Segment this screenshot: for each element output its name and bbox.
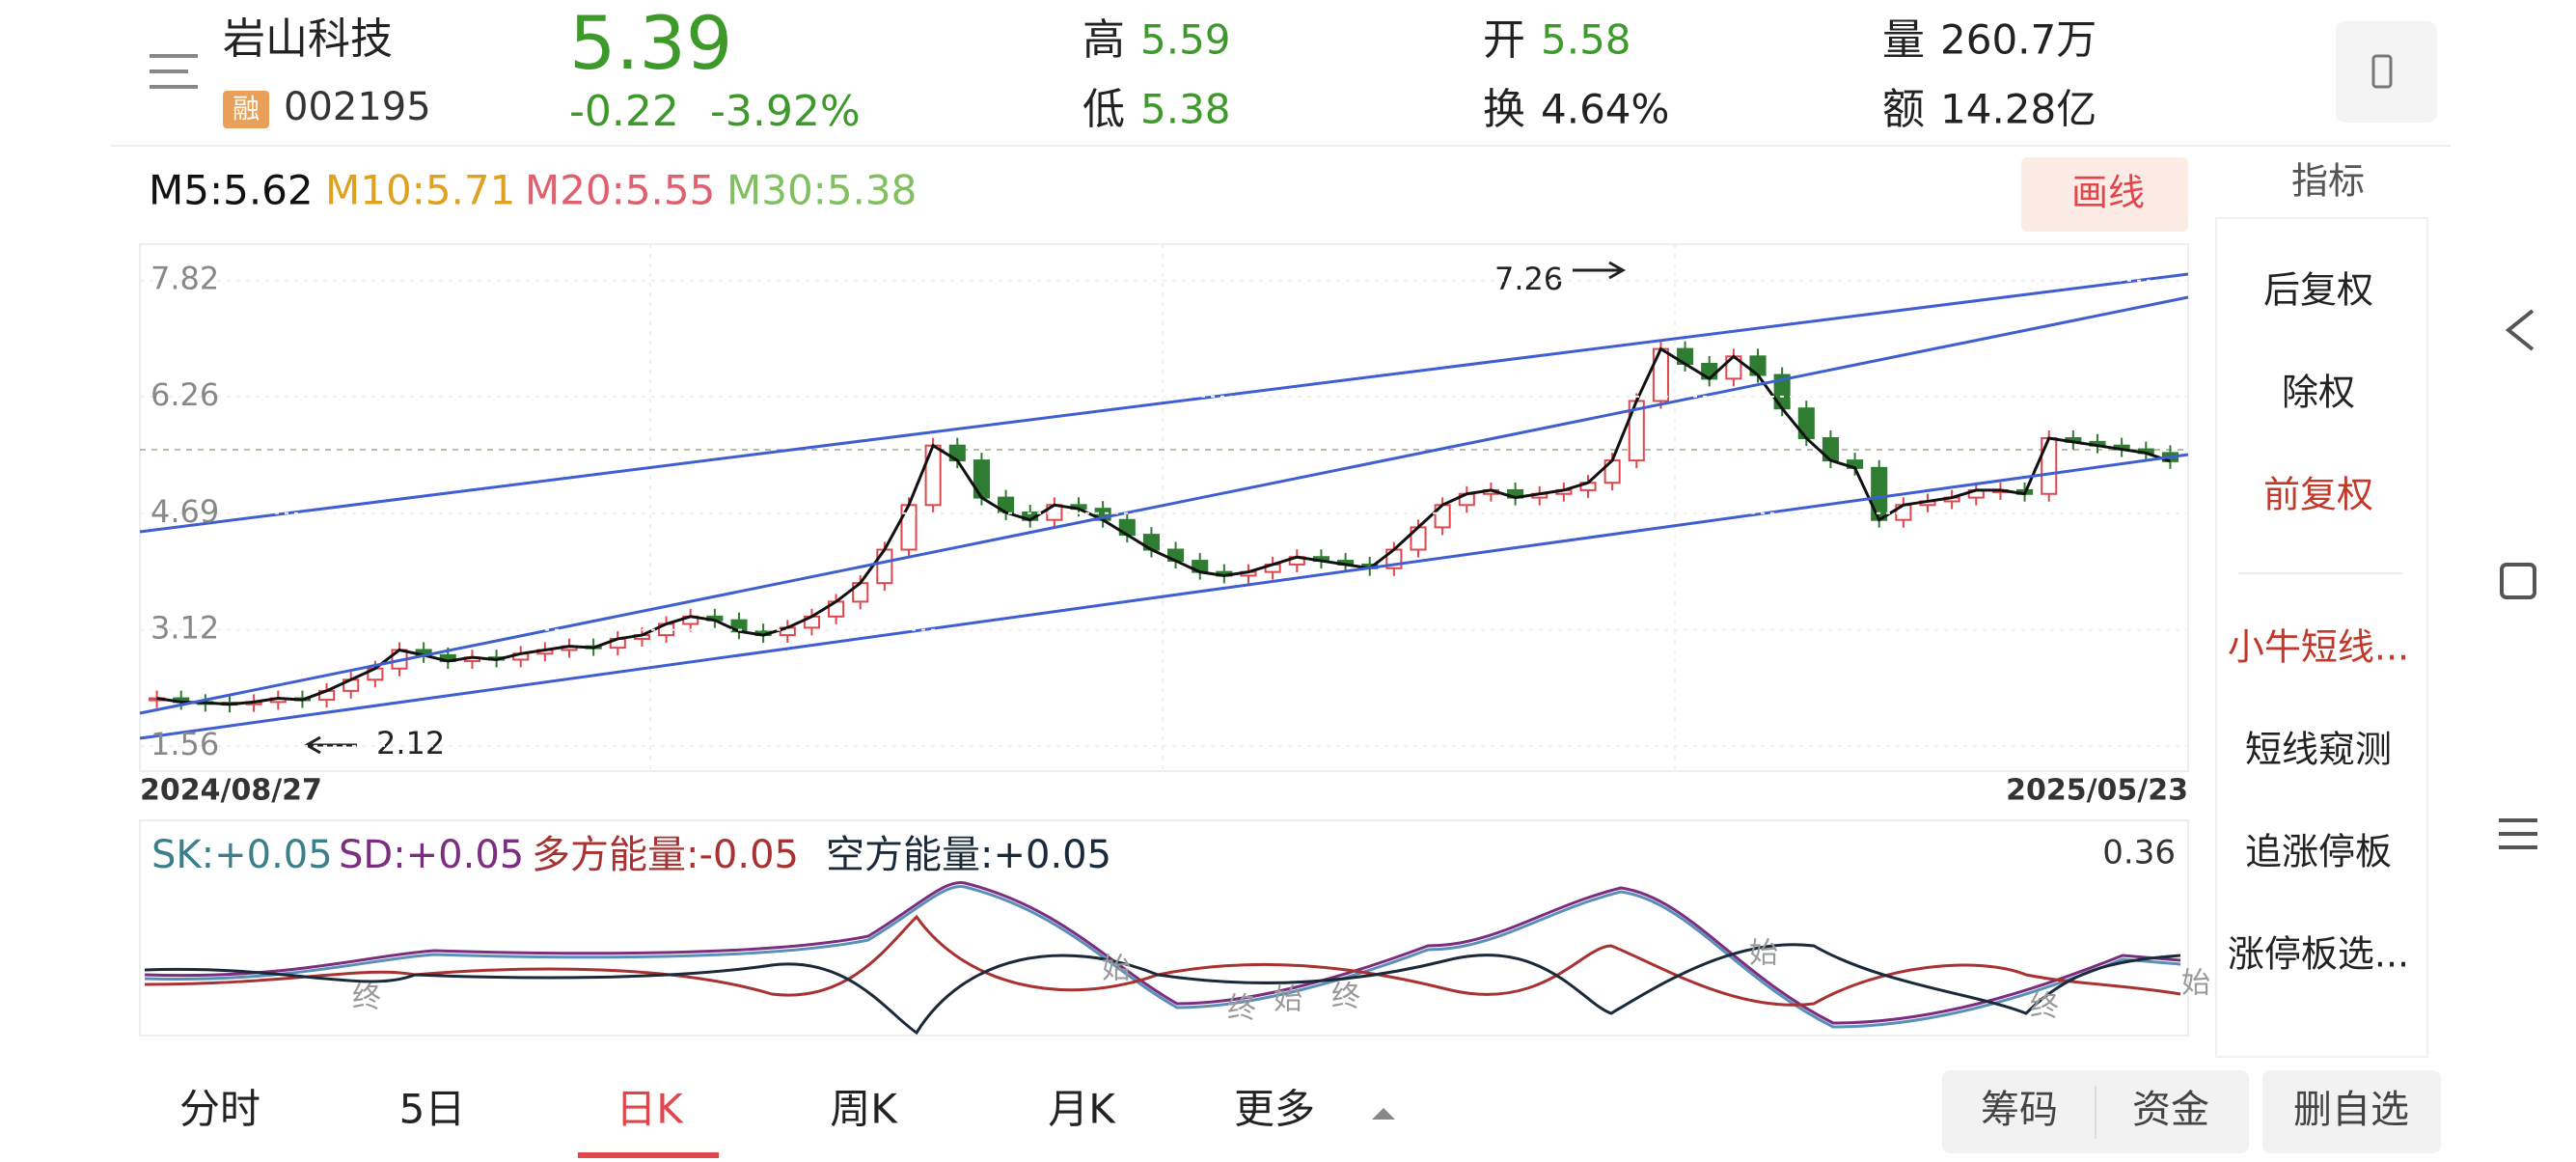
y-tick-label: 1.56 bbox=[151, 726, 219, 762]
device-icon bbox=[2371, 54, 2393, 89]
stat-value: 5.58 bbox=[1541, 16, 1631, 64]
sub-marker: 始 bbox=[2181, 967, 2210, 1001]
sub-legend: SK:+0.05 bbox=[151, 833, 333, 877]
sub-marker: 始 bbox=[1749, 937, 1778, 971]
indicator-button[interactable]: 指标 bbox=[2291, 160, 2365, 203]
more-triangle bbox=[1372, 1108, 1395, 1120]
sub-chart-frame bbox=[139, 819, 2189, 1037]
stat-label: 低 bbox=[1082, 85, 1125, 134]
start-date: 2024/08/27 bbox=[140, 774, 322, 808]
stat-label: 高 bbox=[1082, 15, 1125, 65]
side-menu-item[interactable]: 追涨停板 bbox=[2245, 831, 2392, 873]
ma-legend: M10:5.71 bbox=[325, 167, 515, 214]
ma-legend: M30:5.38 bbox=[726, 167, 917, 214]
sub-legend: SD:+0.05 bbox=[339, 833, 524, 877]
change: -0.22 bbox=[569, 87, 679, 136]
sub-marker: 终 bbox=[352, 982, 381, 1015]
tab[interactable]: 分时 bbox=[179, 1086, 260, 1133]
ma-legend: M5:5.62 bbox=[149, 167, 314, 214]
stat-label: 换 bbox=[1483, 85, 1525, 134]
stat-label: 额 bbox=[1882, 85, 1925, 134]
stock-name: 岩山科技 bbox=[223, 14, 393, 64]
badge bbox=[223, 91, 269, 128]
stat-value: 4.64% bbox=[1541, 86, 1669, 133]
sub-marker: 始 bbox=[1274, 983, 1302, 1017]
side-menu-item[interactable]: 短线窥测 bbox=[2245, 729, 2392, 771]
y-tick-label: 7.82 bbox=[151, 261, 219, 297]
end-date: 2025/05/23 bbox=[2006, 774, 2188, 808]
stat-value: 260.7万 bbox=[1940, 16, 2096, 64]
badge-text: 融 bbox=[233, 93, 260, 124]
y-tick-label: 4.69 bbox=[151, 493, 219, 530]
sub-legend: 空方能量:+0.05 bbox=[826, 833, 1111, 877]
stat-label: 开 bbox=[1483, 15, 1525, 65]
tab-underline bbox=[578, 1152, 719, 1158]
stock-code: 002195 bbox=[284, 85, 431, 129]
change-pct: -3.92% bbox=[710, 87, 861, 136]
menu-icon[interactable] bbox=[150, 54, 198, 89]
sub-marker: 终 bbox=[1331, 981, 1360, 1014]
stat-value: 5.38 bbox=[1140, 86, 1231, 133]
bottom-button[interactable]: 筹码 bbox=[1981, 1088, 2058, 1132]
sub-marker: 始 bbox=[1102, 953, 1131, 986]
main-chart-frame bbox=[139, 243, 2189, 772]
high-arrow bbox=[1573, 261, 1627, 280]
vgrid bbox=[649, 244, 1676, 771]
tab[interactable]: 日K bbox=[616, 1086, 684, 1133]
ma-legend: M20:5.55 bbox=[525, 167, 715, 214]
sub-marker: 终 bbox=[2030, 990, 2059, 1024]
right-nav[interactable] bbox=[2499, 309, 2537, 849]
y-tick-label: 6.26 bbox=[151, 376, 219, 413]
sub-max-label: 0.36 bbox=[2102, 834, 2176, 872]
stat-label: 量 bbox=[1882, 15, 1925, 65]
sub-marker: 终 bbox=[1227, 992, 1256, 1026]
tab[interactable]: 5日 bbox=[399, 1086, 466, 1133]
side-menu-item[interactable]: 小牛短线... bbox=[2228, 626, 2409, 669]
stat-value: 5.59 bbox=[1140, 16, 1231, 64]
low-label: 2.12 bbox=[376, 725, 445, 761]
side-panel bbox=[2215, 217, 2428, 1058]
draw-button-text: 画线 bbox=[2071, 172, 2145, 214]
sub-legend: 多方能量:-0.05 bbox=[532, 833, 799, 877]
tab[interactable]: 月K bbox=[1048, 1086, 1116, 1133]
y-tick-label: 3.12 bbox=[151, 610, 219, 647]
device-button[interactable] bbox=[2336, 21, 2437, 123]
bottom-button[interactable]: 资金 bbox=[2132, 1088, 2209, 1132]
side-menu-item[interactable]: 涨停板选... bbox=[2228, 933, 2409, 976]
bottom-button[interactable]: 删自选 bbox=[2293, 1088, 2409, 1132]
side-menu-item[interactable]: 后复权 bbox=[2263, 269, 2373, 312]
tab[interactable]: 更多 bbox=[1234, 1086, 1315, 1133]
tab[interactable]: 周K bbox=[830, 1086, 898, 1133]
price: 5.39 bbox=[569, 0, 732, 86]
draw-button[interactable] bbox=[2021, 157, 2188, 232]
sub-lines bbox=[144, 880, 2181, 1036]
high-label: 7.26 bbox=[1494, 261, 1563, 297]
side-menu-item[interactable]: 除权 bbox=[2282, 372, 2355, 414]
stat-value: 14.28亿 bbox=[1940, 86, 2096, 133]
close-line bbox=[156, 346, 2171, 706]
side-menu-item[interactable]: 前复权 bbox=[2263, 474, 2373, 516]
trend-lines bbox=[139, 272, 2189, 740]
delete-button-bg bbox=[2262, 1070, 2441, 1153]
